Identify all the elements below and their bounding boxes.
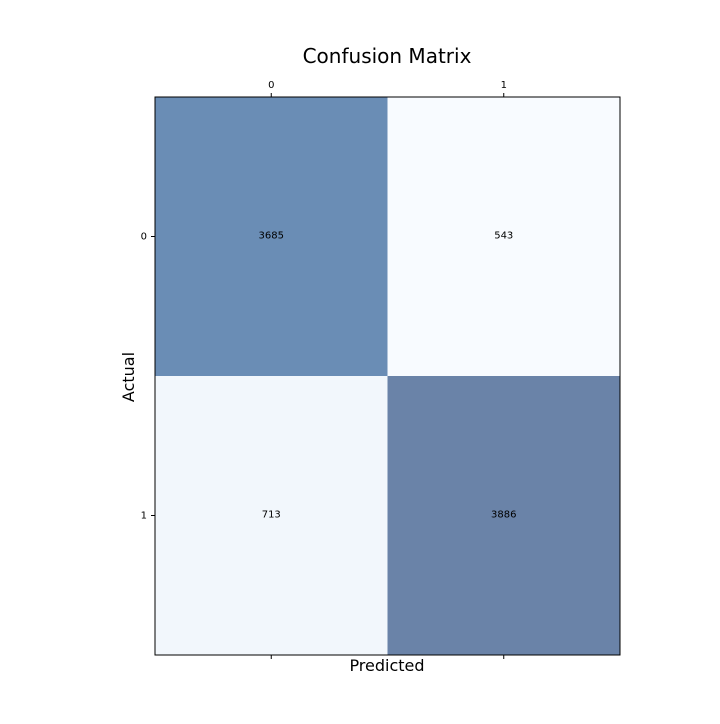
cell-value-r0-c0: 3685 xyxy=(259,231,284,242)
plot-frame xyxy=(154,96,621,656)
cell-value-r1-c0: 713 xyxy=(262,510,281,521)
cell-value-r0-c1: 543 xyxy=(494,231,513,242)
cell-value-r1-c1: 3886 xyxy=(491,510,516,521)
matrix-cell-r1-c0 xyxy=(155,376,388,655)
y-tick-label-1: 1 xyxy=(141,511,147,522)
x-tick-label-0: 0 xyxy=(268,80,274,91)
matrix-cell-r0-c0 xyxy=(155,97,388,376)
matrix-cell-r1-c1 xyxy=(387,376,620,655)
chart-title: Confusion Matrix xyxy=(303,44,472,68)
plot-area: 3685 543 713 3886 0 1 0 1 xyxy=(141,80,621,659)
x-tick-label-1: 1 xyxy=(501,80,507,91)
y-tick-label-0: 0 xyxy=(141,232,147,243)
matrix-cell-r0-c1 xyxy=(387,97,620,376)
y-axis-label: Actual xyxy=(119,352,138,402)
x-axis-label: Predicted xyxy=(349,656,424,675)
